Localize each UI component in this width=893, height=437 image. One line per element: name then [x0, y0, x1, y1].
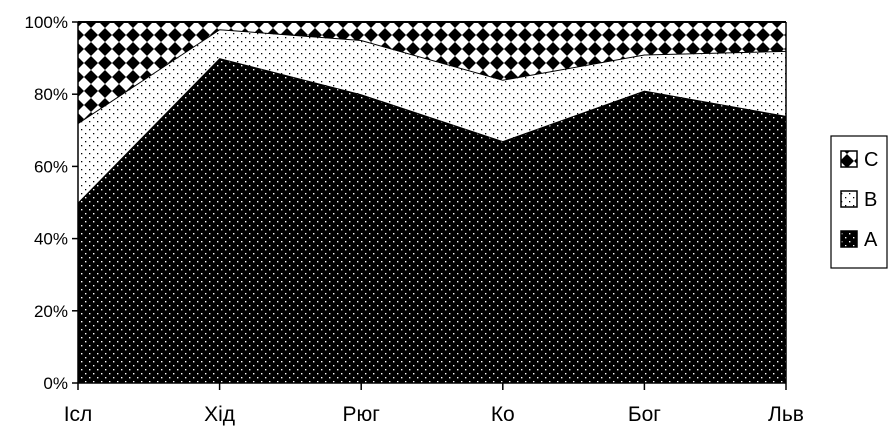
y-tick-label: 60% [34, 157, 68, 176]
x-tick-label: Ісл [64, 403, 93, 426]
axes-layer: 0% 20% 40% 60% 80% 100% Ісл Хід Рюг Ко Бог Льв [25, 13, 804, 426]
x-tick-label: Рюг [342, 403, 380, 426]
y-tick-label: 100% [25, 13, 68, 32]
y-tick-label: 20% [34, 302, 68, 321]
x-tick-label: Бог [628, 403, 661, 426]
legend-label-a: A [864, 229, 878, 251]
legend: CBA [830, 135, 888, 269]
y-tick-label: 40% [34, 230, 68, 249]
legend-label-c: C [864, 149, 878, 171]
x-tick-label: Ко [491, 403, 515, 426]
legend-key-a [840, 230, 858, 248]
legend-label-b: B [864, 189, 877, 211]
y-tick-label: 0% [43, 374, 68, 393]
y-tick-label: 80% [34, 85, 68, 104]
area-series-a [78, 58, 786, 383]
legend-box [830, 135, 888, 269]
areas-layer [77, 21, 787, 383]
area-series-b [78, 29, 786, 203]
x-tick-label: Хід [204, 403, 235, 426]
legend-key-c [840, 150, 858, 168]
area-series-c [78, 22, 786, 124]
legend-key-b [840, 190, 858, 208]
x-tick-label: Льв [768, 403, 804, 426]
